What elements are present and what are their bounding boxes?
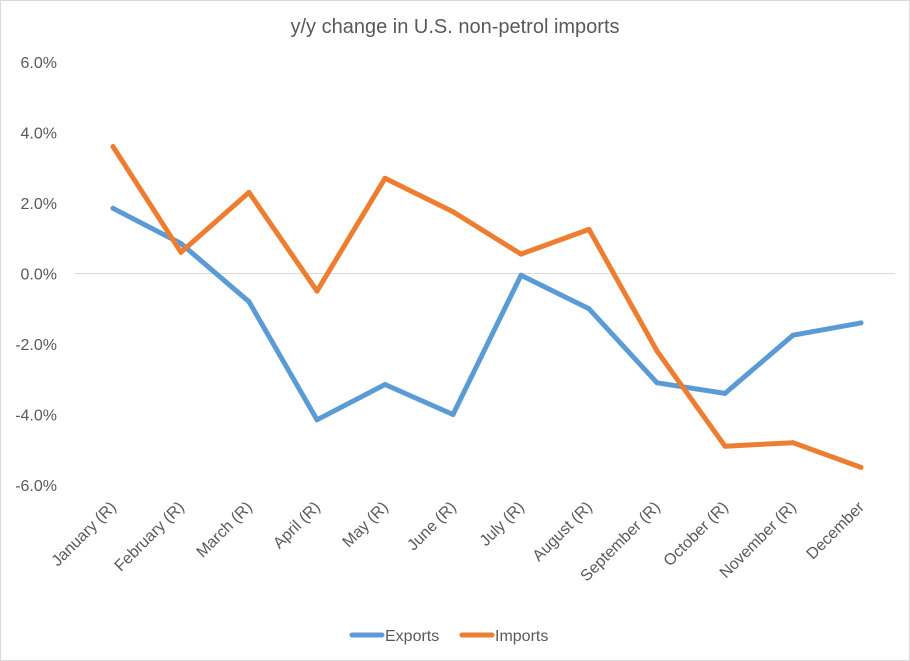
data-point-imports <box>382 175 388 181</box>
x-tick-label: August (R) <box>530 499 596 565</box>
data-point-exports <box>246 299 252 305</box>
data-point-exports <box>858 320 864 326</box>
x-tick-label: December <box>804 498 869 563</box>
series-line-exports <box>110 205 864 423</box>
data-point-imports <box>110 144 116 150</box>
data-point-exports <box>110 205 116 211</box>
x-tick-label: June (R) <box>404 499 459 554</box>
legend: Exports Imports <box>349 628 548 645</box>
x-tick-label: October (R) <box>661 499 732 570</box>
data-point-imports <box>722 443 728 449</box>
data-point-imports <box>450 209 456 215</box>
y-tick-label: 0.0% <box>21 267 57 284</box>
data-point-exports <box>518 272 524 278</box>
chart-title: y/y change in U.S. non-petrol imports <box>290 16 619 38</box>
x-tick-label: April (R) <box>270 499 324 553</box>
data-point-exports <box>722 390 728 396</box>
y-tick-label: 2.0% <box>21 196 57 213</box>
data-point-exports <box>314 417 320 423</box>
series-layer <box>110 144 864 470</box>
data-point-imports <box>246 189 252 195</box>
y-tick-label: 6.0% <box>21 55 57 72</box>
data-point-imports <box>586 226 592 232</box>
data-point-imports <box>858 464 864 470</box>
data-point-exports <box>178 241 184 247</box>
x-tick-label: February (R) <box>112 499 188 575</box>
data-point-exports <box>450 412 456 417</box>
y-tick-label: -2.0% <box>15 337 57 354</box>
x-tick-label: January (R) <box>49 499 120 570</box>
x-axis: January (R)February (R) March (R) April (R… <box>49 498 869 585</box>
x-tick-label: July (R) <box>477 499 528 550</box>
y-axis: 6.0% 4.0% 2.0% 0.0% -2.0% -4.0% -6.0% <box>15 55 895 495</box>
data-point-exports <box>654 380 660 386</box>
data-point-exports <box>790 332 796 338</box>
data-point-imports <box>178 249 184 255</box>
legend-label-imports: Imports <box>495 628 548 645</box>
data-point-imports <box>314 288 320 294</box>
data-point-imports <box>654 348 660 354</box>
data-point-imports <box>518 251 524 257</box>
data-point-imports <box>790 440 796 446</box>
legend-label-exports: Exports <box>385 628 439 645</box>
data-point-exports <box>382 382 388 388</box>
series-line-imports <box>110 144 864 470</box>
x-tick-label: March (R) <box>194 499 256 561</box>
y-tick-label: -4.0% <box>15 408 57 425</box>
data-point-exports <box>586 306 592 312</box>
y-tick-label: -6.0% <box>15 478 57 495</box>
x-tick-label: May (R) <box>340 499 392 551</box>
y-tick-label: 4.0% <box>21 126 57 143</box>
